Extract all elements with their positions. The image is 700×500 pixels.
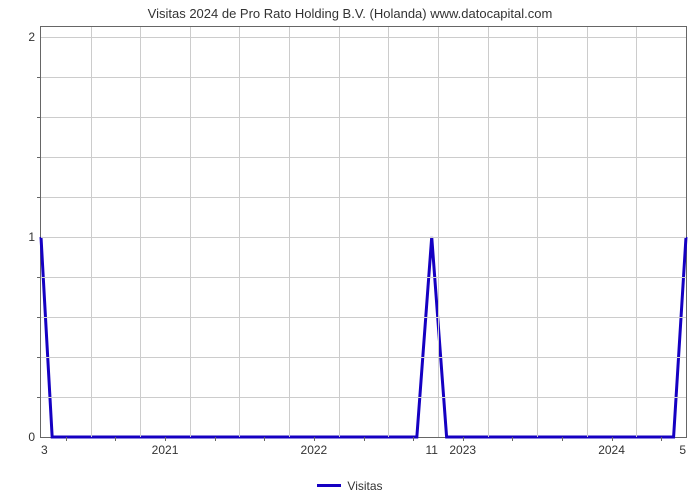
gridline-vertical [388,27,389,437]
data-line [41,27,686,437]
x-minor-tick [463,437,464,441]
x-minor-tick [215,437,216,441]
y-minor-tick [37,197,41,198]
gridline-vertical [636,27,637,437]
x-minor-tick [612,437,613,441]
y-tick-label: 0 [28,430,41,444]
x-edge-label: 5 [679,437,686,457]
gridline-vertical [289,27,290,437]
gridline-vertical [140,27,141,437]
gridline-horizontal [41,197,686,198]
gridline-horizontal [41,117,686,118]
plot-area: 01220212022202320243115 [40,26,687,438]
gridline-vertical [537,27,538,437]
x-minor-tick [165,437,166,441]
gridline-horizontal [41,157,686,158]
legend-label: Visitas [347,479,382,493]
chart-title: Visitas 2024 de Pro Rato Holding B.V. (H… [0,6,700,21]
legend-swatch [317,484,341,487]
y-tick-label: 1 [28,230,41,244]
y-minor-tick [37,157,41,158]
gridline-vertical [190,27,191,437]
gridline-vertical [339,27,340,437]
x-minor-tick [364,437,365,441]
legend: Visitas [0,478,700,493]
y-tick-label: 2 [28,30,41,44]
visits-line-chart: Visitas 2024 de Pro Rato Holding B.V. (H… [0,0,700,500]
gridline-vertical [239,27,240,437]
y-minor-tick [37,357,41,358]
x-minor-tick [115,437,116,441]
x-edge-label: 11 [425,437,437,457]
x-minor-tick [264,437,265,441]
x-minor-tick [512,437,513,441]
x-minor-tick [66,437,67,441]
y-minor-tick [37,117,41,118]
gridline-horizontal [41,37,686,38]
gridline-horizontal [41,397,686,398]
x-edge-label: 3 [41,437,48,457]
y-minor-tick [37,277,41,278]
gridline-vertical [91,27,92,437]
x-minor-tick [314,437,315,441]
x-minor-tick [413,437,414,441]
gridline-horizontal [41,357,686,358]
x-minor-tick [661,437,662,441]
y-minor-tick [37,77,41,78]
gridline-horizontal [41,317,686,318]
y-minor-tick [37,317,41,318]
x-minor-tick [562,437,563,441]
visits-series-line [41,237,686,437]
gridline-vertical [488,27,489,437]
y-minor-tick [37,397,41,398]
gridline-vertical [438,27,439,437]
gridline-horizontal [41,237,686,238]
gridline-vertical [587,27,588,437]
gridline-horizontal [41,277,686,278]
gridline-horizontal [41,77,686,78]
